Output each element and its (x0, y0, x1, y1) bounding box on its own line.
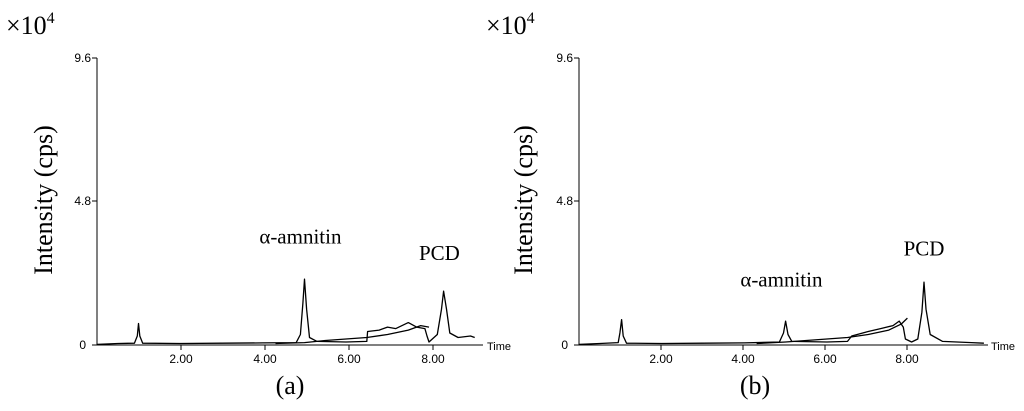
x-axis-label-a: Time (487, 341, 511, 353)
annotation-b-0: α-amnitin (740, 268, 823, 292)
y-tick-label-a-0: 0 (79, 338, 86, 352)
y-tick-label-b-1: 4.8 (556, 194, 573, 208)
annotation-b-1: PCD (904, 236, 945, 260)
panel-label-a: (a) (276, 371, 305, 400)
x-tick-label-a-3: 8.00 (421, 352, 445, 366)
annotation-a-0: α-amnitin (259, 224, 342, 248)
x-tick-label-b-1: 4.00 (731, 352, 755, 366)
x-tick-label-b-2: 6.00 (813, 352, 837, 366)
trace-a-0 (96, 278, 475, 346)
trace-b-1 (756, 317, 908, 345)
x-tick-label-a-2: 6.00 (337, 352, 361, 366)
y-axis-label-a: Intensity (cps) (29, 125, 58, 274)
y-tick-label-b-0: 0 (561, 338, 568, 352)
x-axis-label-b: Time (991, 341, 1015, 353)
scale-factor-a: ×104 (6, 10, 55, 40)
y-tick-label-a-1: 4.8 (74, 194, 91, 208)
trace-a-1 (275, 324, 430, 345)
y-tick-label-a-2: 9.6 (74, 51, 91, 65)
scale-factor-b: ×104 (486, 10, 535, 40)
y-axis-label-b: Intensity (cps) (509, 125, 538, 274)
x-tick-label-b-3: 8.00 (895, 352, 919, 366)
x-tick-label-a-0: 2.00 (169, 352, 193, 366)
y-tick-label-b-2: 9.6 (556, 51, 573, 65)
panel-a: ×104 Intensity (cps) 0 4.8 9.6 2.00 4.00… (6, 10, 511, 400)
x-tick-label-b-0: 2.00 (649, 352, 673, 366)
x-tick-label-a-1: 4.00 (253, 352, 277, 366)
panel-label-b: (b) (740, 371, 770, 400)
panel-b: ×104 Intensity (cps) 0 4.8 9.6 2.00 4.00… (486, 10, 1015, 400)
trace-b-0 (578, 281, 984, 346)
annotation-a-1: PCD (419, 241, 460, 265)
